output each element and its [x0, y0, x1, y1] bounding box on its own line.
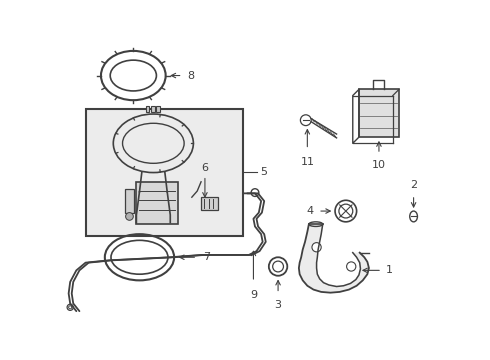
- Bar: [156, 106, 160, 112]
- Text: 10: 10: [372, 160, 386, 170]
- Text: 9: 9: [250, 289, 257, 300]
- Text: 6: 6: [201, 163, 208, 173]
- Bar: [136, 182, 178, 224]
- Bar: [151, 106, 155, 112]
- Text: 2: 2: [410, 180, 417, 190]
- Text: 8: 8: [187, 71, 195, 81]
- Circle shape: [346, 262, 356, 271]
- Text: 11: 11: [300, 157, 315, 167]
- Polygon shape: [299, 224, 369, 293]
- Circle shape: [125, 213, 133, 220]
- Bar: [86, 109, 244, 236]
- Bar: [359, 89, 399, 137]
- Text: 1: 1: [386, 265, 393, 275]
- Text: 5: 5: [260, 167, 268, 177]
- Text: 4: 4: [306, 206, 314, 216]
- Text: 7: 7: [203, 252, 211, 262]
- Bar: [146, 106, 149, 112]
- Circle shape: [312, 243, 321, 252]
- Bar: [201, 197, 218, 210]
- Bar: [125, 189, 134, 213]
- Text: 3: 3: [274, 300, 282, 310]
